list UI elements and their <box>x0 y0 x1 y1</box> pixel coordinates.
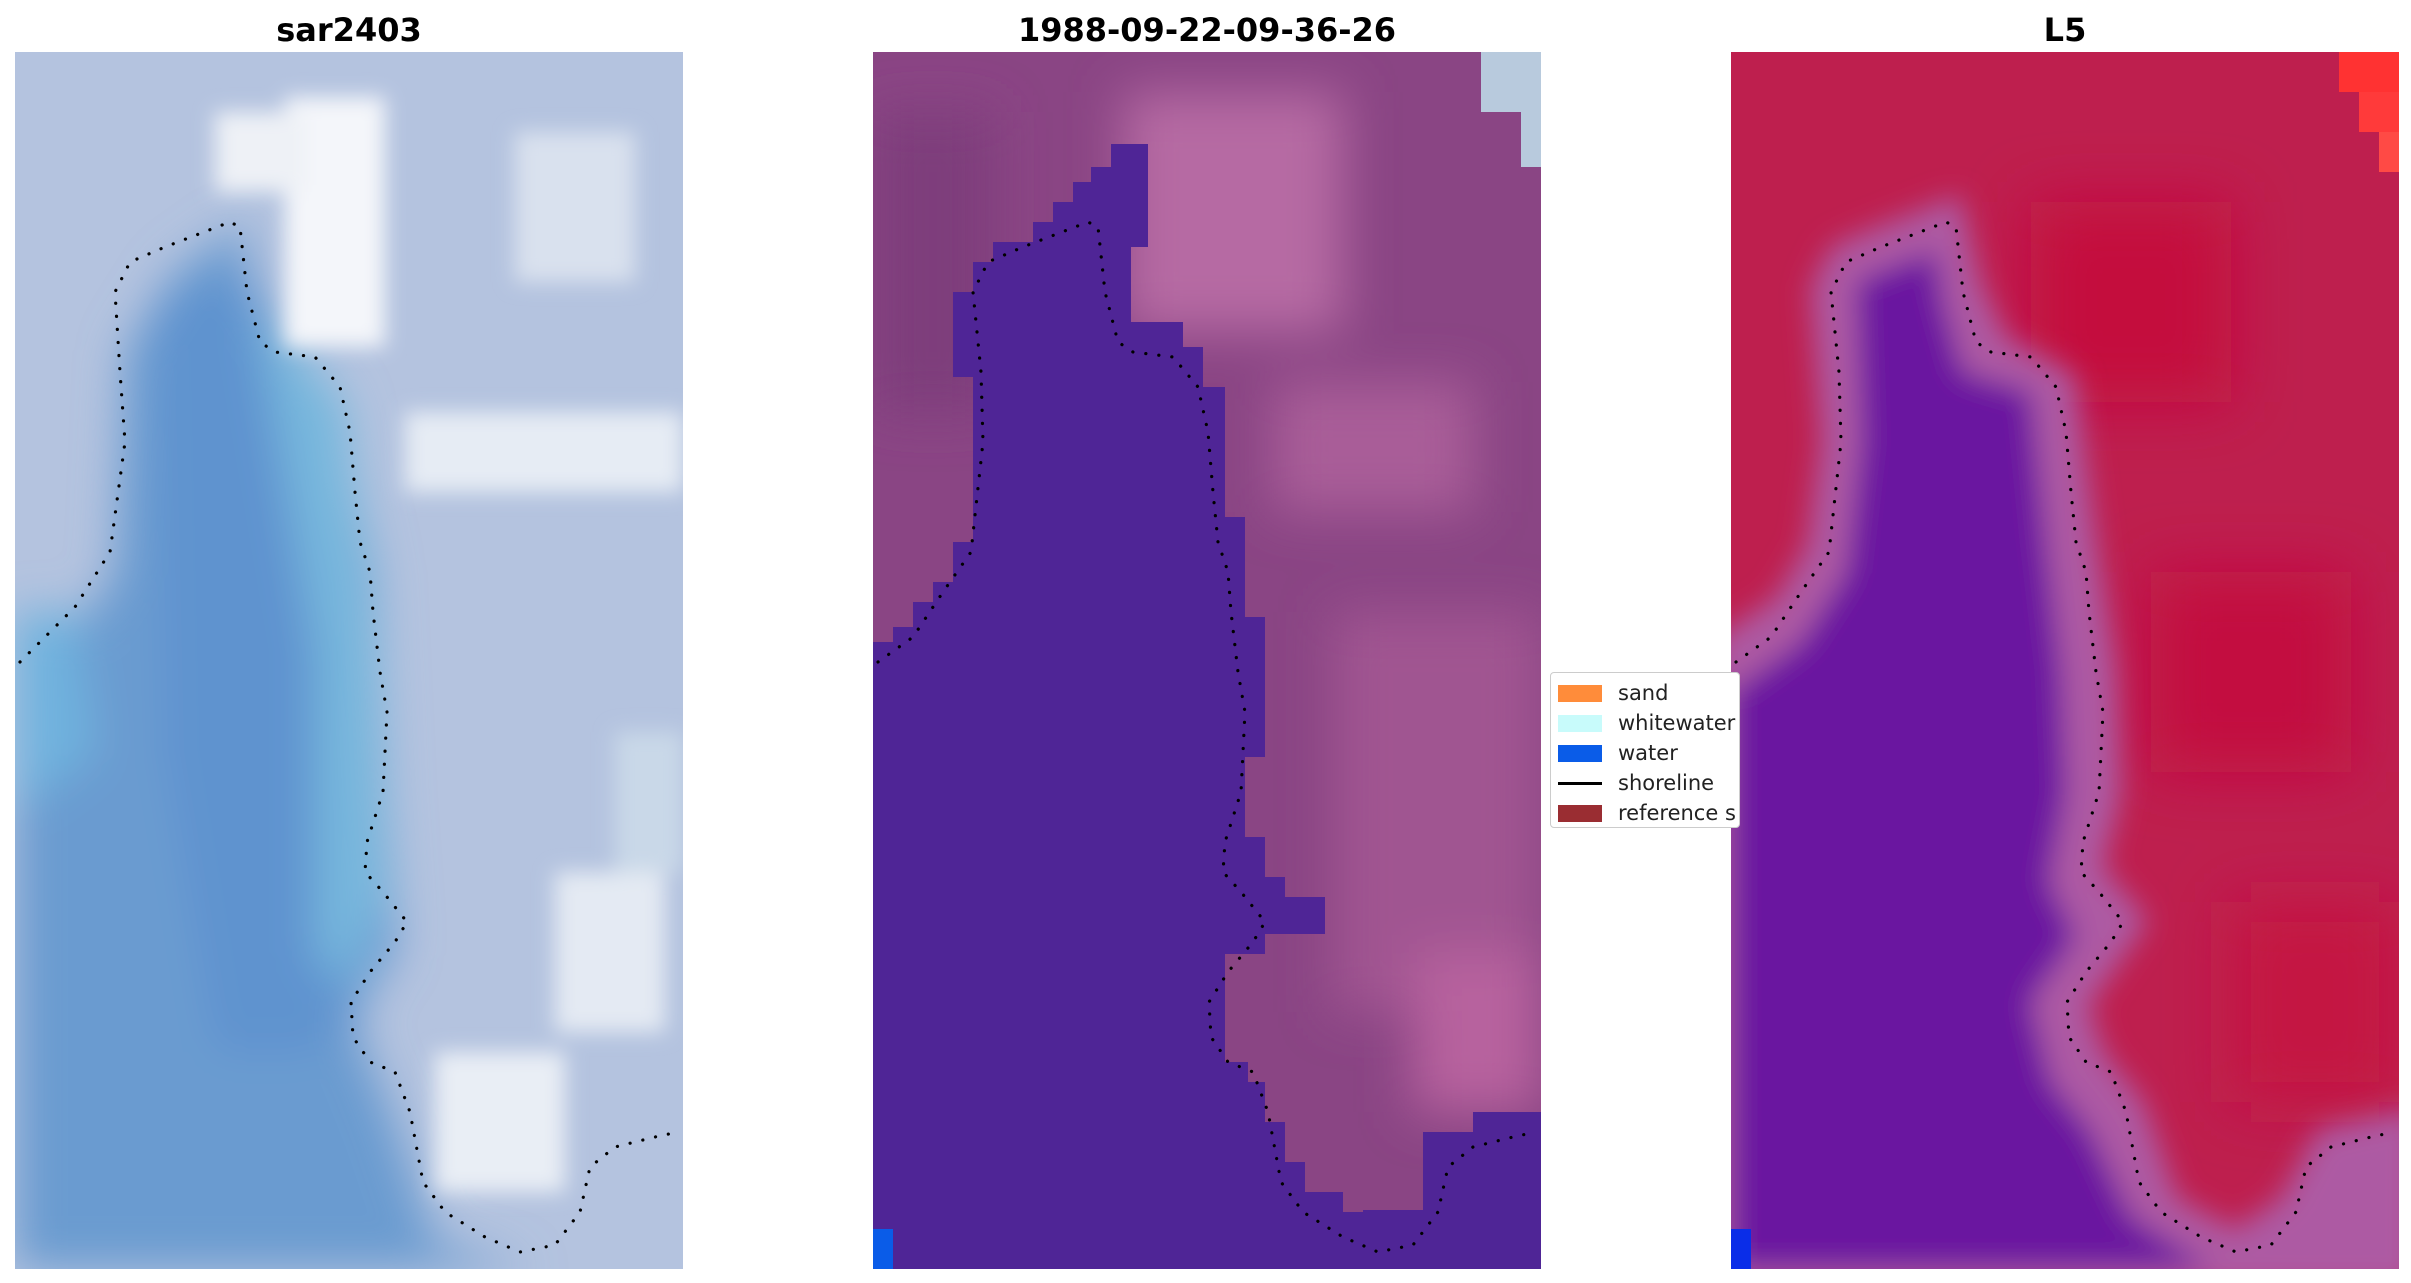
legend-item-water: water <box>1551 737 1739 767</box>
index-hot-pixel-2 <box>2359 92 2399 132</box>
legend-swatch-water <box>1558 745 1602 762</box>
legend-item-whitewater: whitewater <box>1551 707 1739 737</box>
legend-label-shoreline: shoreline <box>1618 771 1715 795</box>
legend-label-reference: reference s <box>1618 801 1736 825</box>
class-water-region <box>873 144 1541 1269</box>
legend-item-sand: sand <box>1551 677 1739 707</box>
legend-label-water: water <box>1618 741 1678 765</box>
index-panel <box>1731 52 2399 1269</box>
legend-item-reference: reference s <box>1551 797 1739 827</box>
legend-swatch-whitewater <box>1558 715 1602 732</box>
index-hot-pixel <box>2339 52 2399 92</box>
classification-image <box>873 52 1541 1269</box>
panel-title-classification: 1988-09-22-09-36-26 <box>1017 11 1397 49</box>
rgb-image-panel <box>15 52 683 1269</box>
legend: sand whitewater water shoreline referenc… <box>1550 672 1740 828</box>
shoreline-classification <box>876 220 1538 1254</box>
panel-title-rgb: sar2403 <box>276 11 422 49</box>
legend-swatch-sand <box>1558 685 1602 702</box>
class-whitewater-patch <box>1481 52 1541 112</box>
legend-line-shoreline <box>1558 782 1602 785</box>
legend-item-shoreline: shoreline <box>1551 767 1739 797</box>
index-image <box>1731 52 2399 1269</box>
index-water-pixel <box>1731 1229 1751 1269</box>
index-hot-pixel-3 <box>2379 132 2399 172</box>
class-water-pixel <box>873 1229 893 1269</box>
legend-label-whitewater: whitewater <box>1618 711 1736 735</box>
legend-swatch-reference <box>1558 805 1602 822</box>
classification-panel <box>873 52 1541 1269</box>
class-whitewater-patch-2 <box>1521 112 1541 167</box>
legend-label-sand: sand <box>1618 681 1669 705</box>
panel-title-index: L5 <box>2043 11 2087 49</box>
shoreline-index <box>1734 220 2396 1254</box>
rgb-image <box>15 52 683 1269</box>
shoreline-rgb <box>18 220 680 1254</box>
